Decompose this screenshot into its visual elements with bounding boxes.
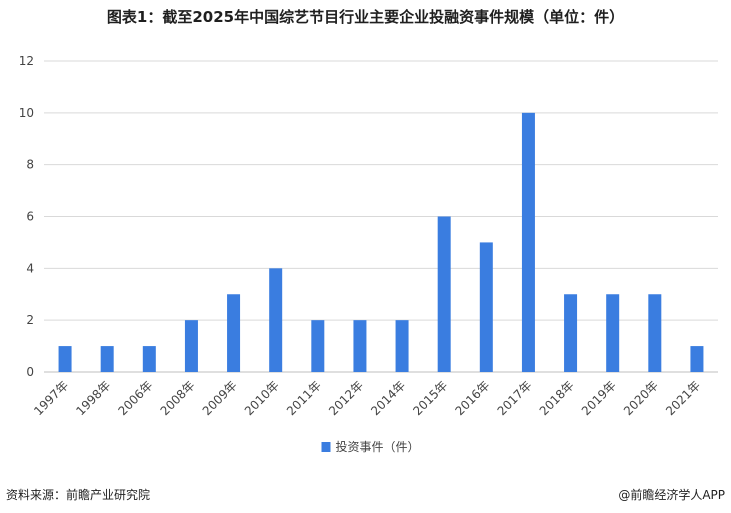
x-tick-label: 2018年 <box>537 378 577 418</box>
bar <box>437 216 451 372</box>
x-tick-label: 2008年 <box>158 378 198 418</box>
bar-chart: 0 2 4 6 8 10 12 1997年 1998年 2006年 2008年 2009年 2010年… <box>19 54 718 454</box>
grid-lines <box>44 60 718 373</box>
bar <box>690 346 704 372</box>
x-tick-label: 2010年 <box>242 378 282 418</box>
bar <box>479 242 493 372</box>
bar <box>395 320 409 372</box>
source-note: 资料来源：前瞻产业研究院 <box>6 488 151 502</box>
bar <box>184 320 198 372</box>
x-tick-label: 2014年 <box>368 378 408 418</box>
legend-label: 投资事件（件） <box>336 439 420 454</box>
y-axis-ticks: 0 2 4 6 8 10 12 <box>19 54 34 379</box>
bar <box>521 112 535 372</box>
y-tick-label: 0 <box>26 365 34 379</box>
x-tick-label: 2011年 <box>284 378 324 418</box>
x-tick-label: 1997年 <box>31 378 71 418</box>
bar <box>227 294 241 372</box>
x-tick-label: 2016年 <box>452 378 492 418</box>
y-tick-label: 10 <box>19 106 34 120</box>
brand-credit: @前瞻经济学人APP <box>618 488 725 502</box>
x-tick-label: 2021年 <box>663 378 703 418</box>
bar <box>648 294 662 372</box>
bar <box>142 346 156 372</box>
y-tick-label: 8 <box>26 158 34 172</box>
bar <box>564 294 578 372</box>
y-tick-label: 2 <box>26 313 34 327</box>
y-tick-label: 12 <box>19 54 34 68</box>
x-tick-label: 1998年 <box>73 378 113 418</box>
bar <box>100 346 114 372</box>
y-tick-label: 6 <box>26 210 34 224</box>
x-tick-label: 2012年 <box>326 378 366 418</box>
bar <box>353 320 367 372</box>
y-tick-label: 4 <box>26 261 34 275</box>
x-tick-label: 2019年 <box>579 378 619 418</box>
x-tick-label: 2006年 <box>115 378 155 418</box>
bar <box>606 294 620 372</box>
x-tick-label: 2015年 <box>410 378 450 418</box>
legend: 投资事件（件） <box>321 439 420 454</box>
footer: 资料来源：前瞻产业研究院 @前瞻经济学人APP <box>0 482 731 506</box>
legend-swatch <box>321 442 331 452</box>
x-axis-ticks: 1997年 1998年 2006年 2008年 2009年 2010年 2011年 2012年… <box>31 378 703 418</box>
chart-title: 图表1：截至2025年中国综艺节目行业主要企业投融资事件规模（单位：件） <box>106 8 625 26</box>
x-tick-label: 2020年 <box>621 378 661 418</box>
bar <box>58 346 72 372</box>
x-tick-label: 2017年 <box>495 378 535 418</box>
bar <box>311 320 325 372</box>
bar-series <box>58 112 704 372</box>
x-tick-label: 2009年 <box>200 378 240 418</box>
bar <box>269 268 283 372</box>
